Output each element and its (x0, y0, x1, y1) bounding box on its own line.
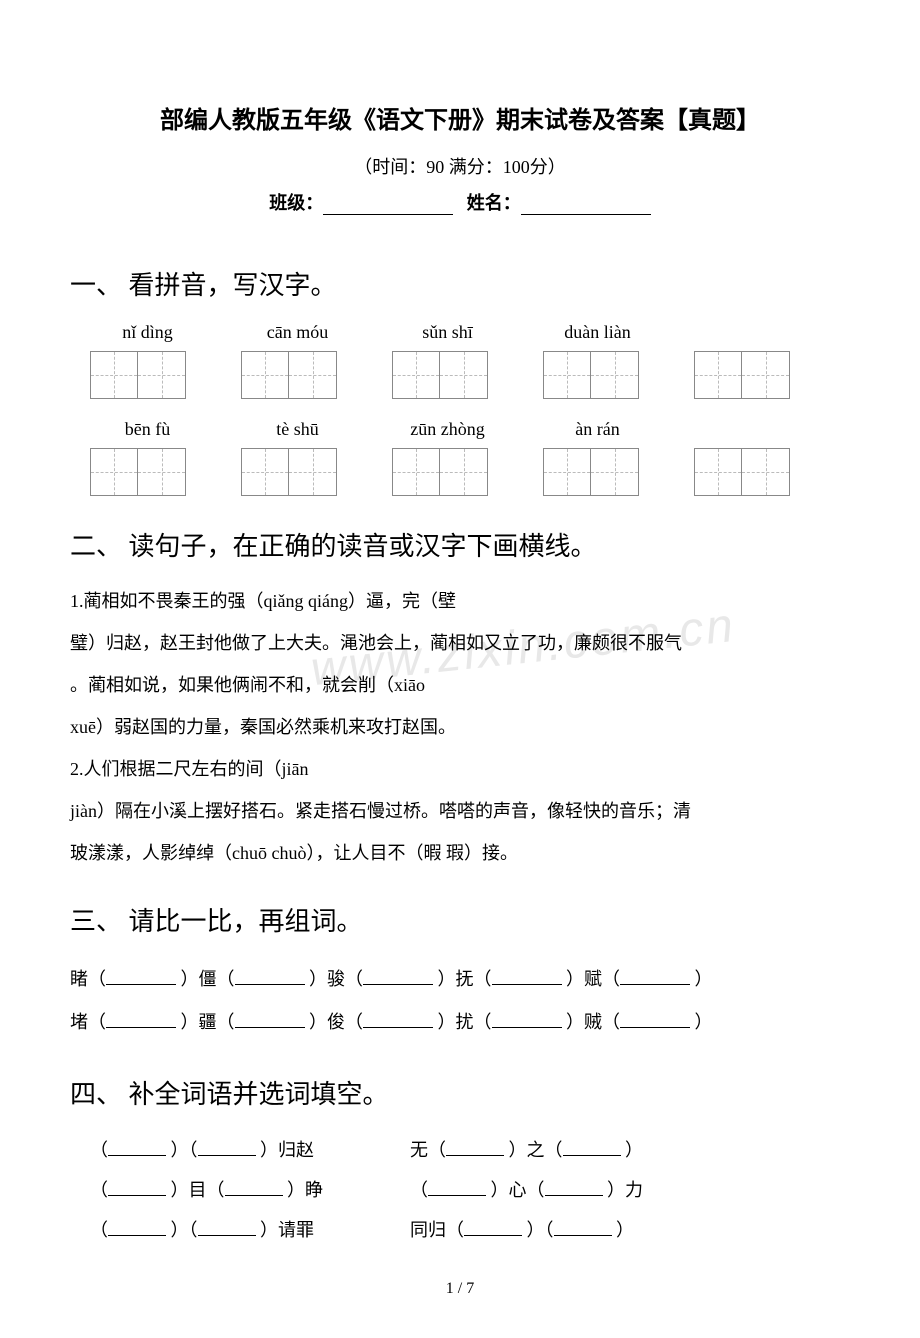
blank[interactable] (108, 1142, 166, 1156)
char-pair[interactable] (241, 448, 337, 496)
q2-line: xuē）弱赵国的力量，秦国必然乘机来攻打赵国。 (70, 709, 850, 745)
blank[interactable] (554, 1222, 612, 1236)
blank[interactable] (225, 1182, 283, 1196)
char-pair[interactable] (392, 351, 488, 399)
name-label: 姓名： (467, 193, 521, 213)
blank[interactable] (428, 1182, 486, 1196)
blank[interactable] (198, 1222, 256, 1236)
doc-title: 部编人教版五年级《语文下册》期末试卷及答案【真题】 (70, 100, 850, 135)
page-number: 1 / 7 (70, 1280, 850, 1298)
blank[interactable] (106, 969, 176, 985)
char-pair[interactable] (694, 351, 790, 399)
pinyin-label: nǐ dìng (100, 322, 195, 343)
q2-line: 玻漾漾，人影绰绰（chuō chuò），让人目不（暇 瑕）接。 (70, 835, 850, 871)
blank[interactable] (464, 1222, 522, 1236)
pinyin-row-1: nǐ dìng cān móu sǔn shī duàn liàn (100, 322, 850, 343)
blank[interactable] (620, 1012, 690, 1028)
blank[interactable] (106, 1012, 176, 1028)
blank[interactable] (545, 1182, 603, 1196)
idiom-text: ） (616, 1220, 634, 1240)
idiom-text: 无（ (410, 1140, 446, 1160)
q3-text: ）赋（ (566, 969, 620, 989)
pinyin-label: cān móu (250, 322, 345, 343)
section4-heading: 四、 补全词语并选词填空。 (70, 1074, 850, 1111)
q3-text: ）骏（ (309, 969, 363, 989)
idiom-text: ） (625, 1140, 643, 1160)
idiom-row: （ ）目（ ）睁 （ ）心（ ）力 (90, 1171, 850, 1211)
q3-text: ） (695, 969, 713, 989)
q3-text: ） (695, 1012, 713, 1032)
idiom-text: ）力 (607, 1180, 643, 1200)
blank[interactable] (235, 1012, 305, 1028)
blank[interactable] (108, 1222, 166, 1236)
idiom-row: （ ）（ ）归赵 无（ ）之（ ） (90, 1131, 850, 1171)
q3-text: ）抚（ (438, 969, 492, 989)
pinyin-label: tè shū (250, 419, 345, 440)
q3-text: 堵（ (70, 1012, 106, 1032)
idiom-row: （ ）（ ）请罪 同归（ ）（ ） (90, 1211, 850, 1251)
q3-text: ）疆（ (181, 1012, 235, 1032)
q3-text: ）扰（ (438, 1012, 492, 1032)
q2-line: jiàn）隔在小溪上摆好搭石。紧走搭石慢过桥。嗒嗒的声音，像轻快的音乐；清 (70, 793, 850, 829)
q3-text: ）僵（ (181, 969, 235, 989)
q2-line: 璧）归赵，赵王封他做了上大夫。渑池会上，蔺相如又立了功，廉颇很不服气 (70, 625, 850, 661)
idiom-text: ）（ (527, 1220, 554, 1240)
char-pair[interactable] (90, 351, 186, 399)
q3-text: 睹（ (70, 969, 106, 989)
idiom-text: ）归赵 (260, 1140, 314, 1160)
idiom-text: ）睁 (287, 1180, 323, 1200)
pinyin-row-2: bēn fù tè shū zūn zhòng àn rán (100, 419, 850, 440)
char-box-row-1 (90, 351, 850, 399)
student-info: 班级： 姓名： (70, 189, 850, 215)
pinyin-label: duàn liàn (550, 322, 645, 343)
q3-row2: 堵（ ）疆（ ）俊（ ）扰（ ）贼（ ） (70, 1001, 850, 1044)
q2-line: 1.蔺相如不畏秦王的强（qiǎng qiáng）逼，完（壁 (70, 583, 850, 619)
char-pair[interactable] (90, 448, 186, 496)
idiom-text: ）目（ (171, 1180, 225, 1200)
char-pair[interactable] (694, 448, 790, 496)
char-pair[interactable] (543, 351, 639, 399)
idiom-text: ）请罪 (260, 1220, 314, 1240)
idiom-text: ）之（ (509, 1140, 563, 1160)
idiom-text: （ (90, 1220, 108, 1240)
q3-text: ）贼（ (566, 1012, 620, 1032)
name-blank[interactable] (521, 197, 651, 215)
idiom-text: 同归（ (410, 1220, 464, 1240)
idiom-text: ）（ (171, 1220, 198, 1240)
idiom-text: （ (90, 1140, 108, 1160)
blank[interactable] (363, 969, 433, 985)
blank[interactable] (492, 969, 562, 985)
char-pair[interactable] (241, 351, 337, 399)
blank[interactable] (198, 1142, 256, 1156)
idiom-text: （ (410, 1180, 428, 1200)
blank[interactable] (620, 969, 690, 985)
section3-heading: 三、 请比一比，再组词。 (70, 901, 850, 938)
idiom-text: （ (90, 1180, 108, 1200)
q2-line: 。蔺相如说，如果他俩闹不和，就会削（xiāo (70, 667, 850, 703)
q2-line: 2.人们根据二尺左右的间（jiān (70, 751, 850, 787)
pinyin-label: bēn fù (100, 419, 195, 440)
class-blank[interactable] (323, 197, 453, 215)
pinyin-label: àn rán (550, 419, 645, 440)
blank[interactable] (235, 969, 305, 985)
blank[interactable] (363, 1012, 433, 1028)
blank[interactable] (446, 1142, 504, 1156)
char-pair[interactable] (543, 448, 639, 496)
idiom-text: ）（ (171, 1140, 198, 1160)
time-score: （时间：90 满分：100分） (70, 153, 850, 179)
pinyin-label: zūn zhòng (400, 419, 495, 440)
char-box-row-2 (90, 448, 850, 496)
idiom-text: ）心（ (491, 1180, 545, 1200)
blank[interactable] (108, 1182, 166, 1196)
q3-row1: 睹（ ）僵（ ）骏（ ）抚（ ）赋（ ） (70, 958, 850, 1001)
class-label: 班级： (269, 193, 323, 213)
section1-heading: 一、 看拼音，写汉字。 (70, 265, 850, 302)
blank[interactable] (563, 1142, 621, 1156)
pinyin-label: sǔn shī (400, 322, 495, 343)
blank[interactable] (492, 1012, 562, 1028)
char-pair[interactable] (392, 448, 488, 496)
q3-text: ）俊（ (309, 1012, 363, 1032)
section2-heading: 二、 读句子，在正确的读音或汉字下画横线。 (70, 526, 850, 563)
